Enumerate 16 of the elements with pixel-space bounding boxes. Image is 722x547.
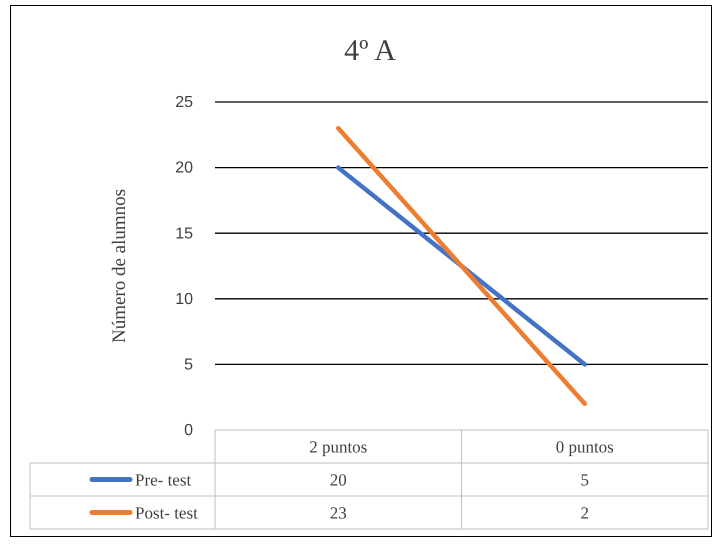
x-tick-label: 2 puntos	[309, 438, 368, 456]
chart-title: 4º A	[344, 34, 396, 67]
data-label: 23	[330, 504, 347, 522]
data-label: 2	[580, 504, 589, 522]
legend-label: Post- test	[135, 504, 198, 522]
y-axis-title: Número de alumnos	[109, 188, 130, 344]
x-tick-label: 0 puntos	[556, 438, 614, 456]
y-tick-label: 25	[175, 94, 194, 112]
legend-label: Pre- test	[135, 470, 192, 490]
y-tick-label: 0	[184, 422, 194, 440]
y-tick-label: 10	[175, 290, 194, 308]
y-tick-label: 20	[175, 160, 194, 177]
y-tick-label: 15	[175, 225, 194, 242]
data-label: 20	[330, 470, 347, 490]
data-label: 5	[580, 470, 589, 490]
y-tick-label: 5	[184, 356, 194, 374]
